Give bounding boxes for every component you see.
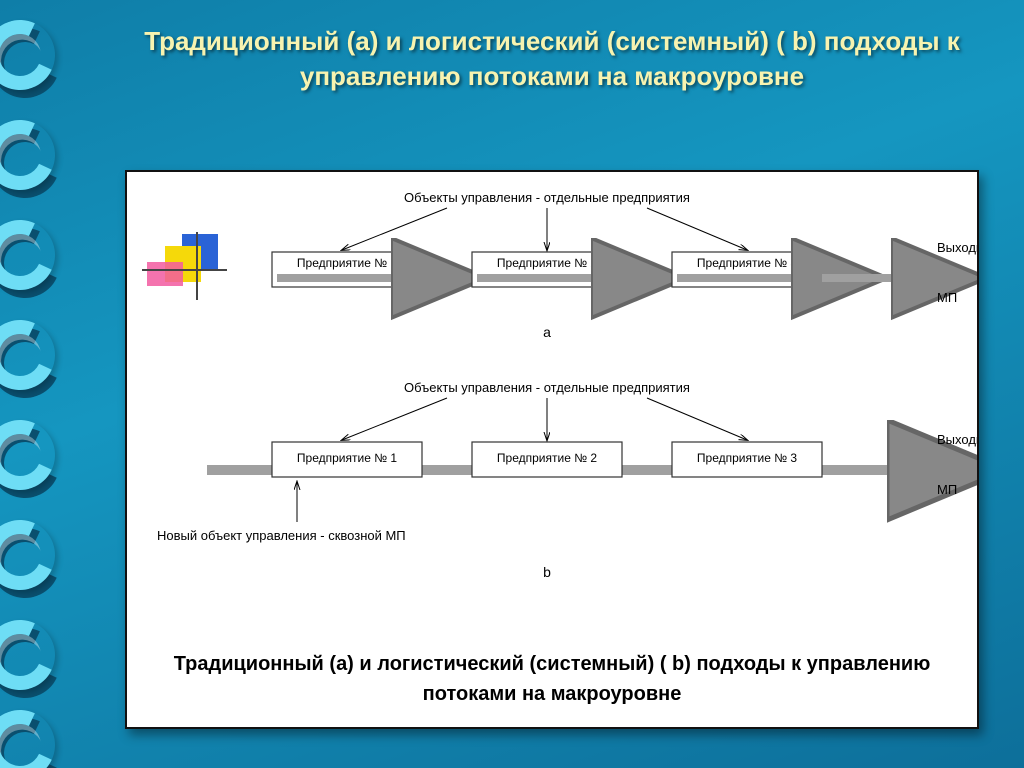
- diagram-b-label: b: [543, 564, 551, 580]
- svg-text:Предприятие № 1: Предприятие № 1: [297, 451, 397, 465]
- svg-text:Предприятие № 3: Предприятие № 3: [697, 451, 797, 465]
- diagram-a-header: Объекты управления - отдельные предприят…: [404, 190, 690, 205]
- diagram-b-box-1: Предприятие № 1: [272, 442, 422, 477]
- diagram-b-out-bot: МП: [937, 482, 957, 497]
- diagram-a-box-3: Предприятие № 3: [672, 252, 822, 287]
- diagram-svg: Объекты управления - отдельные предприят…: [127, 172, 977, 727]
- diagram-b-box-2: Предприятие № 2: [472, 442, 622, 477]
- diagram-a-out-top: Выходной: [937, 240, 977, 255]
- spiral-binding: [0, 0, 85, 768]
- svg-text:Предприятие № 2: Предприятие № 2: [497, 256, 597, 270]
- diagram-a-out-bot: МП: [937, 290, 957, 305]
- diagram-a-box-2: Предприятие № 2: [472, 252, 622, 287]
- slide: Традиционный (а) и логистический (систем…: [0, 0, 1024, 768]
- diagram-a-box-1: Предприятие № 1: [272, 252, 422, 287]
- diagram-b-header: Объекты управления - отдельные предприят…: [404, 380, 690, 395]
- diagram-b-bottom-note: Новый объект управления - сквозной МП: [157, 528, 406, 543]
- diagram-b-box-3: Предприятие № 3: [672, 442, 822, 477]
- diagram-a-label: a: [543, 324, 551, 340]
- svg-text:Предприятие № 2: Предприятие № 2: [497, 451, 597, 465]
- svg-text:Предприятие № 1: Предприятие № 1: [297, 256, 397, 270]
- diagram-panel: Объекты управления - отдельные предприят…: [125, 170, 979, 729]
- panel-caption: Традиционный (а) и логистический (систем…: [127, 649, 977, 709]
- svg-text:Предприятие № 3: Предприятие № 3: [697, 256, 797, 270]
- decorative-squares: [142, 232, 227, 300]
- diagram-b-out-top: Выходной: [937, 432, 977, 447]
- slide-title: Традиционный (а) и логистический (систем…: [120, 24, 984, 94]
